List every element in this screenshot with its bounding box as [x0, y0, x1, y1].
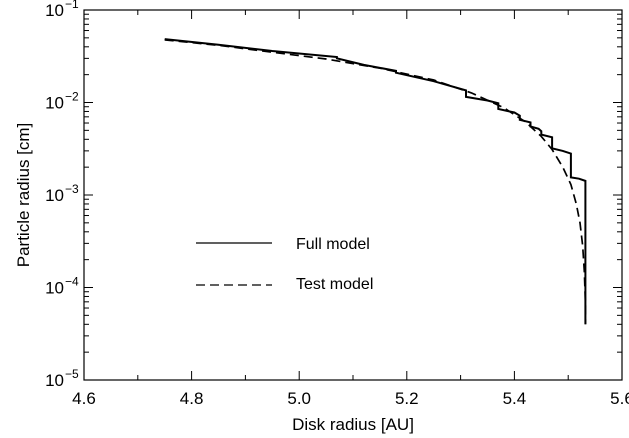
y-tick-label: 10: [45, 186, 64, 205]
y-tick-base: 10: [45, 371, 64, 390]
y-tick-base: 10: [45, 279, 64, 298]
y-tick-exponent: −2: [65, 90, 79, 104]
x-axis-label: Disk radius [AU]: [292, 415, 414, 434]
x-tick-labels: 4.6 4.8 5.0 5.2 5.4 5.6: [72, 389, 629, 408]
x-tick-label: 5.4: [503, 389, 527, 408]
series-group: [164, 38, 587, 325]
y-tick-base: 10: [45, 1, 64, 20]
y-tick-label: 10: [45, 279, 64, 298]
x-tick-label: 5.2: [395, 389, 419, 408]
series-line-test-model: [164, 39, 587, 325]
y-tick-exponent: −1: [65, 0, 79, 11]
y-tick-exponent: −4: [65, 275, 79, 289]
y-tick-label: 10: [45, 371, 64, 390]
y-tick-label: 10: [45, 94, 64, 113]
x-tick-label: 5.0: [287, 389, 311, 408]
x-tick-label: 5.6: [610, 389, 629, 408]
axis-ticks: [83, 9, 623, 381]
x-tick-label: 4.8: [180, 389, 204, 408]
legend: Full model Test model: [196, 236, 373, 293]
y-axis-label: Particle radius [cm]: [14, 123, 33, 268]
legend-label-test-model: Test model: [296, 276, 373, 293]
plot-frame: [83, 9, 623, 381]
legend-label-full-model: Full model: [296, 236, 370, 253]
y-tick-base: 10: [45, 186, 64, 205]
y-tick-labels: 10−510−410−310−210−1: [45, 0, 79, 390]
y-tick-exponent: −5: [65, 367, 79, 381]
y-tick-label: 10: [45, 1, 64, 20]
y-tick-exponent: −3: [65, 182, 79, 196]
x-tick-label: 4.6: [72, 389, 96, 408]
y-tick-base: 10: [45, 94, 64, 113]
series-line-full-model: [164, 38, 587, 325]
